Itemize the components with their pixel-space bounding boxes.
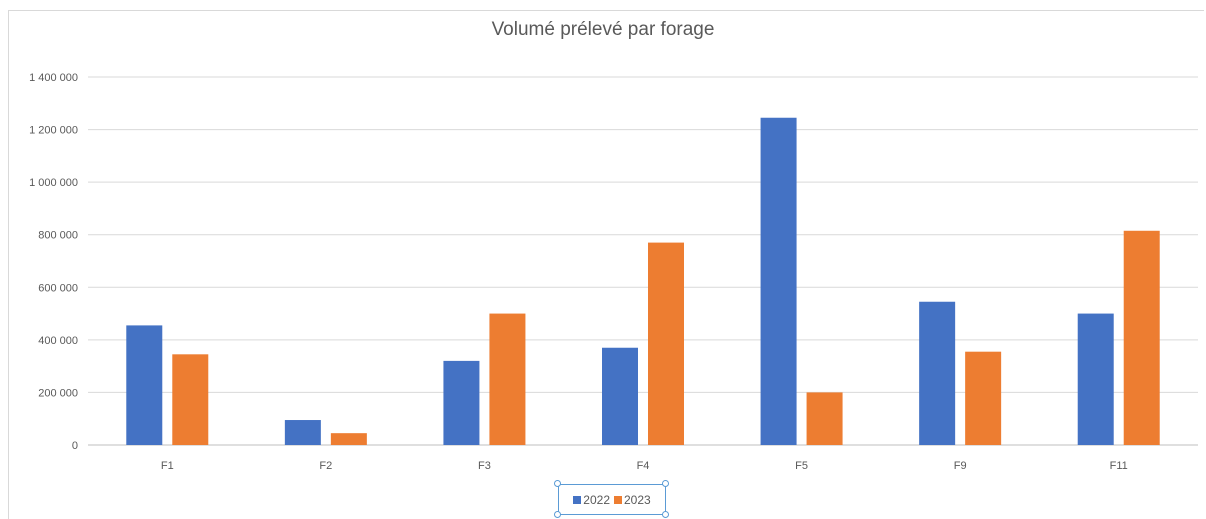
x-tick-label: F5 — [795, 460, 808, 472]
y-tick-label: 600 000 — [38, 282, 78, 294]
y-tick-label: 1 200 000 — [29, 125, 78, 137]
bar-2023-F1 — [172, 354, 209, 445]
bar-2022-F3 — [443, 360, 480, 445]
legend-resize-handle-top-left[interactable] — [554, 480, 561, 487]
x-tick-label: F9 — [954, 460, 967, 472]
x-tick-label: F1 — [161, 460, 174, 472]
legend-swatch-2023 — [614, 495, 622, 504]
bar-2023-F5 — [806, 392, 843, 445]
y-tick-label: 1 400 000 — [29, 72, 78, 84]
y-tick-label: 1 000 000 — [29, 177, 78, 189]
y-tick-label: 400 000 — [38, 335, 78, 347]
bar-2022-F4 — [602, 347, 638, 445]
y-tick-label: 200 000 — [38, 387, 78, 399]
legend-label-2023: 2023 — [624, 492, 651, 507]
legend-resize-handle-top-right[interactable] — [662, 480, 669, 487]
x-tick-label: F4 — [637, 460, 650, 472]
bar-2023-F2 — [330, 433, 367, 445]
bar-2022-F5 — [760, 117, 797, 445]
bar-2023-F11 — [1123, 230, 1160, 445]
bar-2022-F9 — [919, 301, 956, 445]
legend-item-2023: 2023 — [614, 493, 651, 507]
x-tick-label: F11 — [1110, 460, 1128, 472]
x-tick-label: F3 — [478, 460, 491, 472]
chart-legend[interactable]: 2022 2023 — [558, 484, 666, 515]
chart-title: Volumé prélevé par forage — [491, 19, 715, 40]
legend-item-2022: 2022 — [573, 493, 610, 507]
bar-2023-F3 — [489, 313, 526, 445]
bar-2022-F11 — [1077, 313, 1114, 445]
bar-2023-F4 — [648, 242, 684, 445]
bar-2023-F9 — [965, 351, 1002, 445]
bar-2022-F1 — [126, 325, 163, 445]
legend-swatch-2022 — [573, 495, 582, 504]
legend-label-2022: 2022 — [583, 492, 610, 507]
bar-2022-F2 — [284, 420, 321, 445]
x-tick-label: F2 — [319, 460, 332, 472]
y-tick-label: 0 — [72, 440, 78, 452]
legend-resize-handle-bottom-left[interactable] — [554, 511, 561, 518]
y-tick-label: 800 000 — [38, 230, 78, 242]
legend-resize-handle-bottom-right[interactable] — [662, 511, 669, 518]
